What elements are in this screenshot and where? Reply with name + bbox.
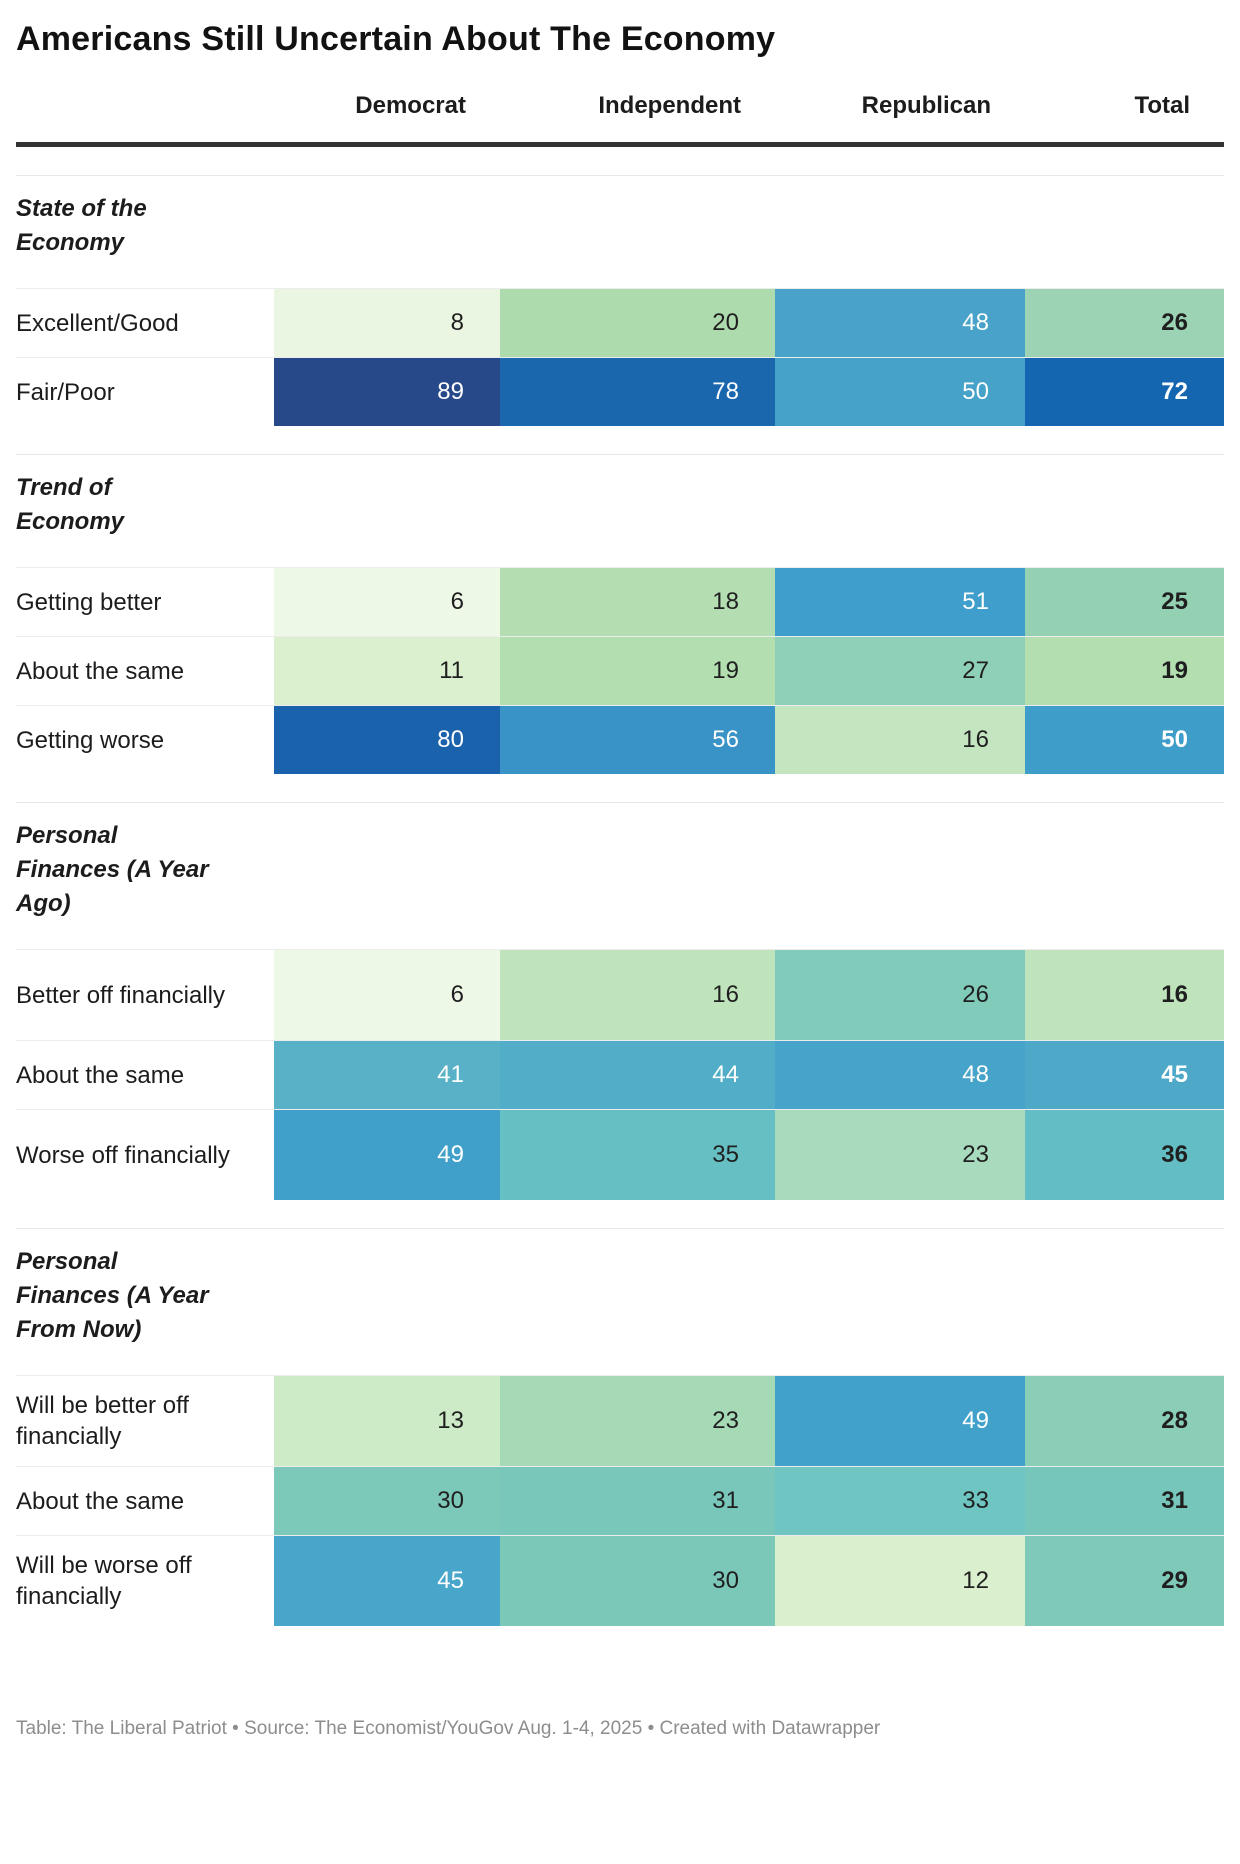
footer-attribution: Table: The Liberal Patriot • Source: The… [16, 1718, 881, 1739]
value-cell-republican: 12 [775, 1536, 1025, 1626]
table-section: Trend of Economy Getting better 6 18 51 25 … [16, 454, 1224, 774]
table-row: About the same 30 31 33 31 [16, 1466, 1224, 1535]
value-cell-independent: 44 [500, 1041, 775, 1109]
table-section: Personal Finances (A Year From Now) Will… [16, 1228, 1224, 1626]
value-cell-total: 72 [1025, 358, 1224, 426]
table-row: Getting worse 80 56 16 50 [16, 705, 1224, 774]
value-cell-total: 50 [1025, 706, 1224, 774]
table-section: State of the Economy Excellent/Good 8 20 4… [16, 175, 1224, 426]
value-cell-democrat: 45 [274, 1536, 500, 1626]
value-cell-total: 26 [1025, 289, 1224, 357]
row-label: Fair/Poor [16, 378, 115, 406]
table-row: Better off financially 6 16 26 16 [16, 949, 1224, 1040]
value-cell-independent: 31 [500, 1467, 775, 1535]
table-section: Personal Finances (A Year Ago) Better of… [16, 802, 1224, 1200]
table-row: Excellent/Good 8 20 48 26 [16, 288, 1224, 357]
row-label: About the same [16, 657, 185, 685]
row-label: Getting worse [16, 726, 165, 754]
table-row: About the same 11 19 27 19 [16, 636, 1224, 705]
section-header: State of the Economy [16, 195, 147, 256]
table-row: Fair/Poor 89 78 50 72 [16, 357, 1224, 426]
value-cell-republican: 27 [775, 637, 1025, 705]
value-cell-republican: 23 [775, 1110, 1025, 1200]
row-label: About the same [16, 1487, 185, 1515]
column-header-democrat: Democrat [355, 92, 466, 119]
table-body: State of the Economy Excellent/Good 8 20 4… [16, 175, 1224, 1626]
section-header: Personal Finances (A Year From Now) [16, 1248, 209, 1343]
value-cell-democrat: 13 [274, 1376, 500, 1466]
value-cell-republican: 50 [775, 358, 1025, 426]
value-cell-independent: 30 [500, 1536, 775, 1626]
value-cell-total: 29 [1025, 1536, 1224, 1626]
table-row: Worse off financially 49 35 23 36 [16, 1109, 1224, 1200]
value-cell-independent: 19 [500, 637, 775, 705]
value-cell-total: 31 [1025, 1467, 1224, 1535]
row-label: About the same [16, 1061, 185, 1089]
value-cell-total: 36 [1025, 1110, 1224, 1200]
value-cell-independent: 35 [500, 1110, 775, 1200]
column-header-total: Total [1134, 92, 1190, 119]
row-label: Will be better off financially [16, 1392, 189, 1450]
datawrapper-table-chart: Americans Still Uncertain About The Econ… [16, 20, 1224, 1739]
value-cell-total: 19 [1025, 637, 1224, 705]
column-header-independent: Independent [598, 92, 741, 119]
value-cell-democrat: 11 [274, 637, 500, 705]
row-label: Better off financially [16, 981, 226, 1009]
row-label: Worse off financially [16, 1141, 230, 1169]
value-cell-democrat: 6 [274, 950, 500, 1040]
value-cell-republican: 33 [775, 1467, 1025, 1535]
value-cell-democrat: 80 [274, 706, 500, 774]
row-label: Will be worse off financially [16, 1552, 192, 1610]
column-header-republican: Republican [861, 92, 991, 119]
value-cell-independent: 78 [500, 358, 775, 426]
table-row: Getting better 6 18 51 25 [16, 567, 1224, 636]
row-label: Excellent/Good [16, 309, 179, 337]
value-cell-republican: 49 [775, 1376, 1025, 1466]
header-divider-rule [16, 142, 1224, 147]
value-cell-independent: 23 [500, 1376, 775, 1466]
value-cell-democrat: 89 [274, 358, 500, 426]
table-row: About the same 41 44 48 45 [16, 1040, 1224, 1109]
value-cell-democrat: 49 [274, 1110, 500, 1200]
value-cell-total: 45 [1025, 1041, 1224, 1109]
value-cell-independent: 18 [500, 568, 775, 636]
row-label: Getting better [16, 588, 162, 616]
value-cell-democrat: 30 [274, 1467, 500, 1535]
table-row: Will be better off financially 13 23 49 28 [16, 1375, 1224, 1466]
section-header: Personal Finances (A Year Ago) [16, 822, 209, 917]
value-cell-democrat: 6 [274, 568, 500, 636]
value-cell-total: 25 [1025, 568, 1224, 636]
value-cell-republican: 51 [775, 568, 1025, 636]
column-header-row: Democrat Independent Republican Total [16, 92, 1224, 126]
value-cell-republican: 16 [775, 706, 1025, 774]
value-cell-independent: 56 [500, 706, 775, 774]
value-cell-independent: 20 [500, 289, 775, 357]
value-cell-total: 28 [1025, 1376, 1224, 1466]
table-row: Will be worse off financially 45 30 12 29 [16, 1535, 1224, 1626]
chart-title: Americans Still Uncertain About The Econ… [16, 20, 776, 58]
value-cell-republican: 48 [775, 289, 1025, 357]
value-cell-republican: 26 [775, 950, 1025, 1040]
value-cell-democrat: 41 [274, 1041, 500, 1109]
value-cell-total: 16 [1025, 950, 1224, 1040]
value-cell-democrat: 8 [274, 289, 500, 357]
value-cell-republican: 48 [775, 1041, 1025, 1109]
section-header: Trend of Economy [16, 474, 125, 535]
value-cell-independent: 16 [500, 950, 775, 1040]
